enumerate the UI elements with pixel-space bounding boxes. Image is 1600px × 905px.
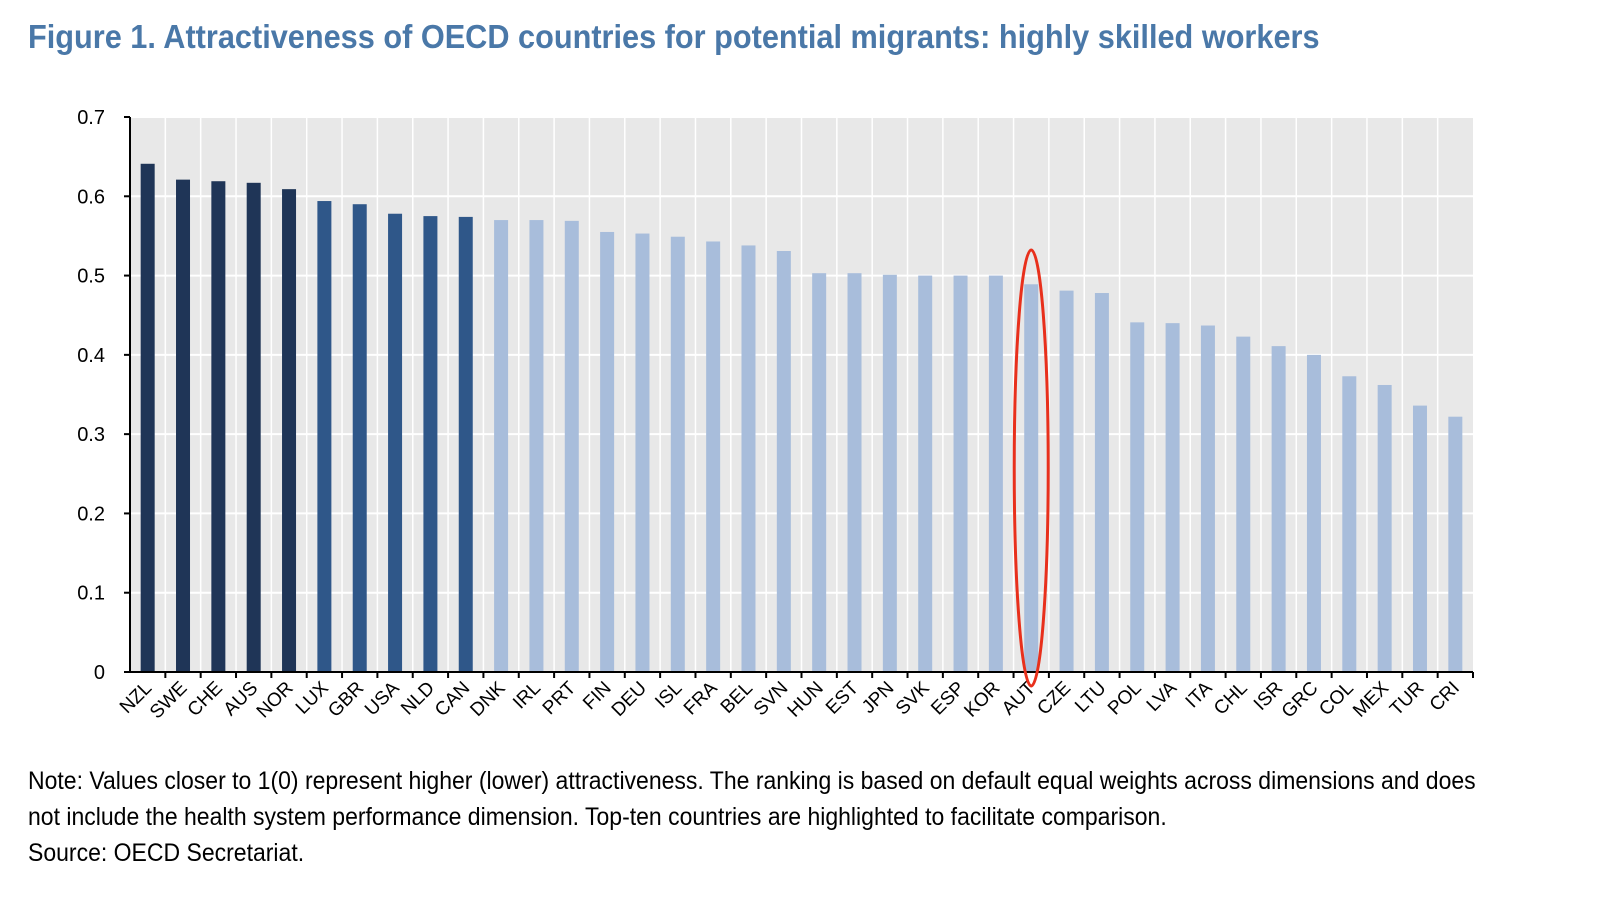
- y-tick-label: 0.5: [77, 266, 105, 288]
- y-tick-labels: 0 0.1 0.2 0.3 0.4 0.5 0.6 0.7: [77, 107, 105, 684]
- x-tick-label-can: CAN: [431, 678, 474, 721]
- x-tick-label-tur: TUR: [1386, 678, 1428, 720]
- x-tick-label-prt: PRT: [539, 677, 581, 719]
- bar-irl: [529, 220, 544, 673]
- bar-grc: [1306, 354, 1321, 672]
- bar-nzl: [140, 163, 155, 672]
- y-tick-label: 0.6: [77, 186, 105, 208]
- bar-lva: [1165, 323, 1180, 672]
- x-tick-label-chl: CHL: [1210, 678, 1252, 720]
- bar-aut: [1024, 284, 1039, 672]
- x-tick-label-grc: GRC: [1278, 678, 1323, 723]
- bar-usa: [388, 213, 403, 672]
- bar-col: [1342, 376, 1357, 672]
- x-tick-label-lva: LVA: [1143, 677, 1181, 715]
- bar-kor: [988, 275, 1003, 672]
- x-tick-label-che: CHE: [184, 678, 227, 721]
- x-tick-label-bel: BEL: [717, 678, 757, 718]
- x-tick-label-deu: DEU: [608, 678, 651, 721]
- bar-pol: [1130, 322, 1145, 672]
- bar-chl: [1236, 336, 1251, 672]
- bar-nor: [282, 189, 297, 672]
- source-line: Source: OECD Secretariat.: [28, 839, 305, 867]
- x-tick-label-esp: ESP: [927, 678, 969, 720]
- x-tick-label-mex: MEX: [1349, 677, 1393, 721]
- note-line-2: not include the health system performanc…: [28, 803, 1167, 831]
- bar-mex: [1377, 384, 1392, 672]
- bar-fra: [706, 241, 721, 672]
- x-tick-label-svk: SVK: [892, 677, 934, 719]
- x-tick-label-kor: KOR: [960, 678, 1004, 722]
- x-tick-label-isl: ISL: [651, 678, 686, 713]
- bar-chart: 0 0.1 0.2 0.3 0.4 0.5 0.6 0.7 NZLSWECHEAUSNORLU…: [77, 107, 1474, 723]
- x-tick-label-col: COL: [1315, 678, 1357, 720]
- bar-hun: [812, 273, 827, 672]
- bar-lux: [317, 201, 332, 673]
- bar-aus: [246, 182, 261, 673]
- bar-cze: [1059, 290, 1074, 672]
- highlight-ellipse: [1012, 248, 1050, 688]
- x-tick-label-usa: USA: [361, 677, 404, 720]
- bar-esp: [953, 275, 968, 672]
- x-tick-label-aus: AUS: [220, 678, 262, 720]
- bar-jpn: [882, 274, 897, 672]
- bar-prt: [564, 220, 579, 672]
- y-tick-label: 0: [94, 662, 105, 684]
- bar-nld: [423, 216, 438, 672]
- x-tick-label-irl: IRL: [509, 678, 545, 714]
- bars: [140, 163, 1463, 673]
- chart-title: Figure 1. Attractiveness of OECD countri…: [28, 18, 1320, 55]
- bar-deu: [635, 233, 650, 673]
- bar-cri: [1448, 416, 1463, 672]
- bar-che: [211, 181, 226, 672]
- bar-dnk: [494, 220, 509, 673]
- note-line-1: Note: Values closer to 1(0) represent hi…: [28, 767, 1476, 795]
- bar-est: [847, 273, 862, 672]
- x-tick-label-svn: SVN: [750, 678, 792, 720]
- axes: [124, 116, 1474, 678]
- x-tick-label-nor: NOR: [253, 678, 298, 723]
- x-tick-label-dnk: DNK: [466, 677, 509, 720]
- x-tick-label-swe: SWE: [146, 678, 191, 723]
- x-tick-label-cze: CZE: [1033, 678, 1075, 720]
- x-tick-label-est: EST: [822, 677, 863, 718]
- x-tick-label-ltu: LTU: [1071, 678, 1110, 717]
- bar-svn: [776, 250, 791, 672]
- y-tick-label: 0.2: [77, 503, 105, 525]
- bar-tur: [1412, 405, 1427, 672]
- bar-svk: [918, 275, 933, 672]
- x-tick-label-lux: LUX: [292, 677, 333, 718]
- y-tick-label: 0.7: [77, 107, 105, 129]
- bar-swe: [176, 179, 191, 672]
- bar-isl: [670, 236, 685, 672]
- bar-can: [458, 216, 473, 672]
- y-tick-label: 0.3: [77, 424, 105, 446]
- bar-isr: [1271, 346, 1286, 672]
- x-tick-label-gbr: GBR: [324, 678, 368, 722]
- x-tick-label-jpn: JPN: [858, 678, 898, 718]
- x-tick-label-fra: FRA: [680, 677, 722, 719]
- x-tick-label-hun: HUN: [784, 678, 828, 722]
- x-tick-label-pol: POL: [1104, 678, 1146, 720]
- x-tick-label-nld: NLD: [397, 678, 439, 720]
- bar-fin: [600, 231, 615, 672]
- bar-ltu: [1094, 293, 1109, 672]
- x-tick-label-cri: CRI: [1426, 678, 1464, 716]
- bar-bel: [741, 245, 756, 672]
- bar-gbr: [352, 204, 367, 672]
- y-tick-label: 0.1: [77, 583, 105, 605]
- y-tick-label: 0.4: [77, 345, 105, 367]
- bar-ita: [1200, 325, 1215, 672]
